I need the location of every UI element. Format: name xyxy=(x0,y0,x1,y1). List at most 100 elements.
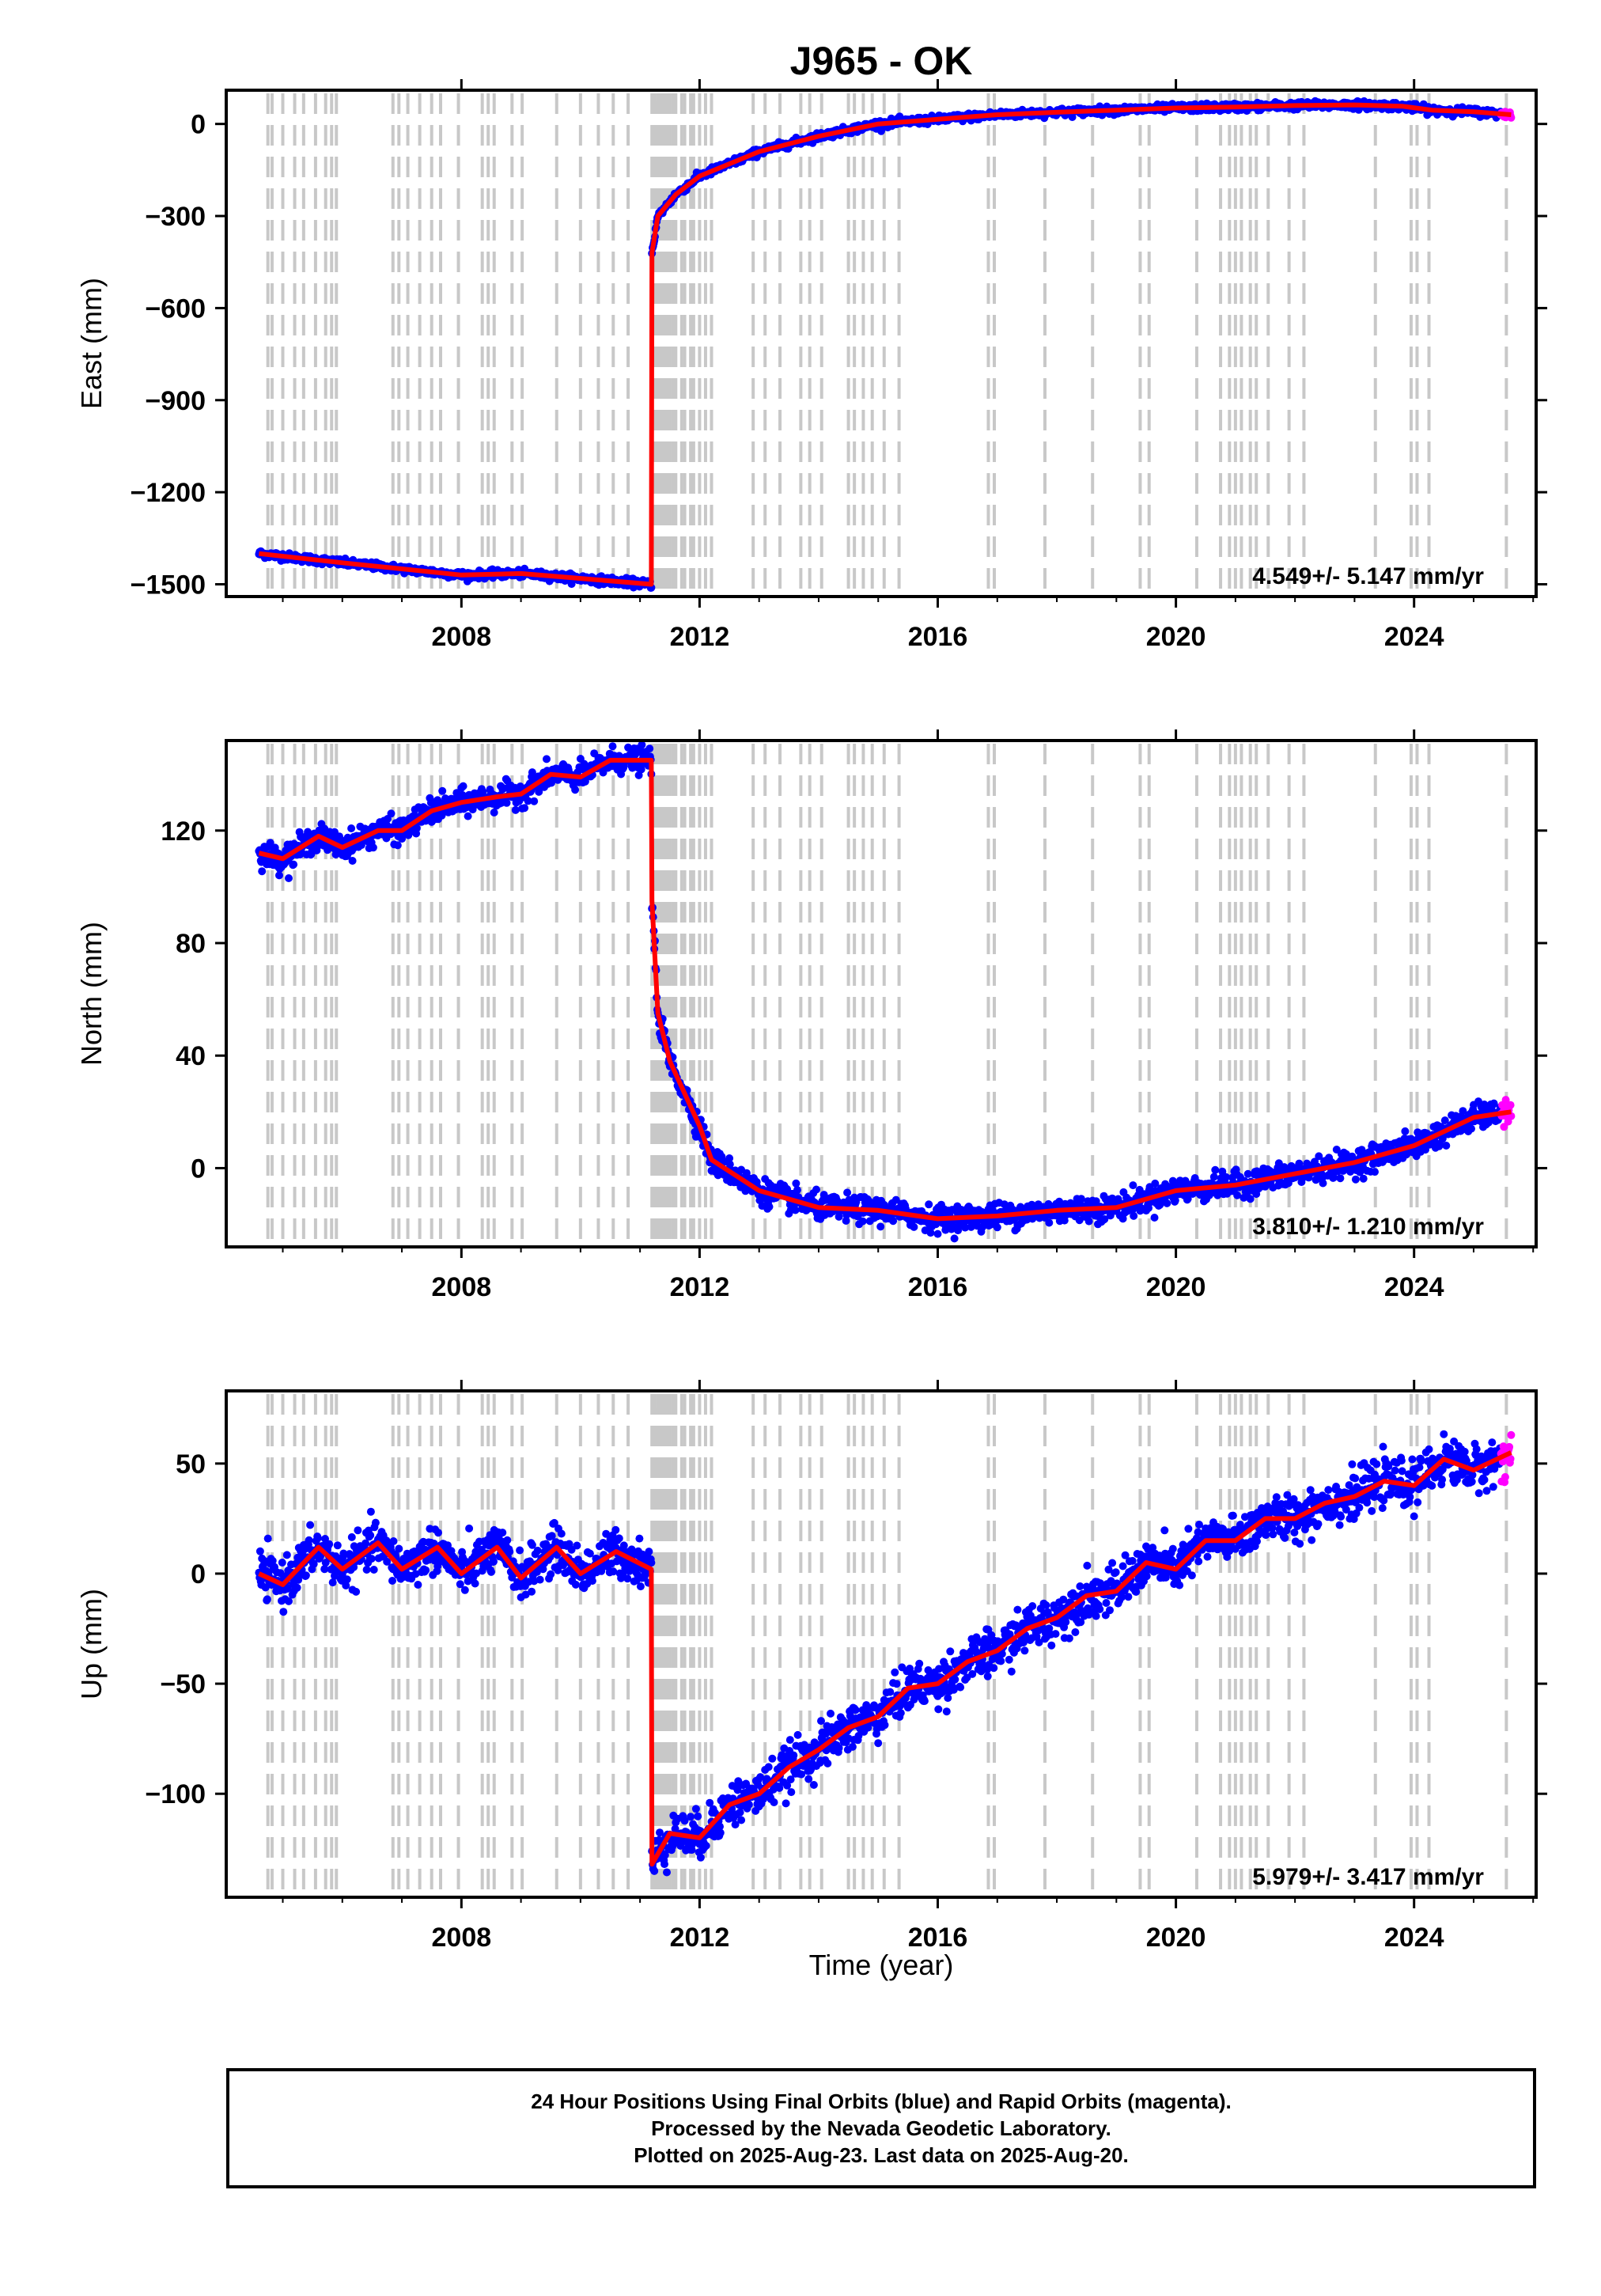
x-tick-label: 2008 xyxy=(432,622,492,652)
final-point xyxy=(1295,1159,1304,1168)
final-point xyxy=(305,1536,313,1544)
final-point xyxy=(285,1597,293,1605)
final-point xyxy=(638,741,646,749)
y-tick-label: 0 xyxy=(191,1154,206,1184)
final-point xyxy=(925,1200,933,1209)
final-point xyxy=(411,1570,420,1578)
final-point xyxy=(1077,1195,1085,1203)
final-point xyxy=(268,1556,277,1565)
final-point xyxy=(471,1579,479,1588)
final-point xyxy=(1060,1216,1069,1225)
final-point xyxy=(366,1531,375,1540)
final-point xyxy=(422,1566,430,1574)
final-point xyxy=(361,1539,370,1548)
final-point xyxy=(1129,1181,1137,1190)
final-point xyxy=(581,777,589,786)
final-point xyxy=(434,1529,442,1537)
final-point xyxy=(1401,1127,1410,1135)
plot-frame xyxy=(225,739,1538,1248)
final-point xyxy=(608,742,617,751)
final-point xyxy=(339,1549,348,1558)
east-axis-label: East (mm) xyxy=(75,278,108,409)
final-point xyxy=(1100,1215,1109,1223)
final-point xyxy=(1359,1174,1368,1183)
final-point xyxy=(645,744,654,753)
x-tick-label: 2024 xyxy=(1384,1272,1444,1302)
north-model-line xyxy=(258,757,1512,1222)
final-point xyxy=(335,832,343,841)
final-point xyxy=(490,809,498,816)
final-point xyxy=(1243,1169,1252,1178)
final-point xyxy=(383,1557,392,1566)
final-point xyxy=(342,1582,350,1589)
final-point xyxy=(258,867,267,876)
event-lines xyxy=(266,93,1508,593)
final-point xyxy=(1171,1196,1179,1205)
final-point xyxy=(1440,1116,1449,1125)
final-point xyxy=(320,1565,329,1574)
rapid-point xyxy=(1501,1096,1510,1104)
final-point xyxy=(325,1540,334,1548)
final-point xyxy=(926,1229,935,1237)
final-point xyxy=(459,782,467,790)
x-tick-label: 2016 xyxy=(908,622,968,652)
final-point xyxy=(366,1507,375,1516)
panel-east: 2008 2012 2016 2020 20240−300−600−900−1200−1… xyxy=(75,79,1547,652)
final-point xyxy=(1467,1124,1475,1133)
final-point xyxy=(367,1555,376,1563)
final-point xyxy=(993,1223,1001,1232)
final-point xyxy=(263,1595,271,1604)
rapid-point xyxy=(1506,1101,1515,1109)
chart-title: J965 - OK xyxy=(790,39,973,83)
final-point xyxy=(460,1586,469,1594)
final-point xyxy=(388,1577,396,1585)
final-point xyxy=(792,1179,800,1188)
y-tick-label: −1200 xyxy=(131,478,206,508)
final-point xyxy=(362,1566,371,1574)
east-rate-label: 4.549+/- 5.147 mm/yr xyxy=(1252,563,1484,589)
final-point xyxy=(961,1223,970,1232)
final-point xyxy=(354,1526,362,1535)
x-tick-label: 2020 xyxy=(1146,622,1206,652)
y-tick-label: −1500 xyxy=(131,570,206,600)
final-point xyxy=(1130,1211,1138,1220)
final-point xyxy=(858,1217,867,1226)
final-point xyxy=(1442,1142,1451,1150)
final-point xyxy=(1163,1199,1171,1207)
final-point xyxy=(1183,1195,1192,1203)
east-model-line xyxy=(259,102,1512,587)
final-point xyxy=(371,1518,380,1527)
final-point xyxy=(290,860,298,869)
final-point xyxy=(637,765,645,774)
final-point xyxy=(1371,1168,1379,1176)
final-point xyxy=(347,824,356,832)
y-tick-label: −600 xyxy=(145,294,206,324)
final-point xyxy=(387,809,396,818)
final-point xyxy=(487,1567,495,1576)
final-point xyxy=(1351,1175,1360,1184)
event-lines xyxy=(266,1394,1508,1894)
final-point xyxy=(520,804,529,813)
final-point xyxy=(543,755,551,763)
final-point xyxy=(348,857,357,865)
final-point xyxy=(812,1185,820,1194)
event-lines xyxy=(266,744,1508,1244)
final-point xyxy=(1151,1179,1160,1188)
final-point xyxy=(498,1529,507,1537)
final-point xyxy=(263,1534,272,1543)
final-point xyxy=(1246,1195,1255,1203)
final-point xyxy=(282,1551,291,1559)
final-point xyxy=(464,812,472,820)
final-point xyxy=(725,1154,734,1162)
final-point xyxy=(505,1548,514,1556)
final-point xyxy=(950,1234,959,1243)
north-rate-label: 3.810+/- 1.210 mm/yr xyxy=(1252,1214,1484,1240)
y-tick-label: 120 xyxy=(161,816,206,847)
y-tick-label: 40 xyxy=(176,1041,206,1071)
final-point xyxy=(1084,1217,1093,1226)
final-point xyxy=(843,1188,852,1197)
final-point xyxy=(309,1559,318,1568)
final-point xyxy=(313,1534,322,1542)
